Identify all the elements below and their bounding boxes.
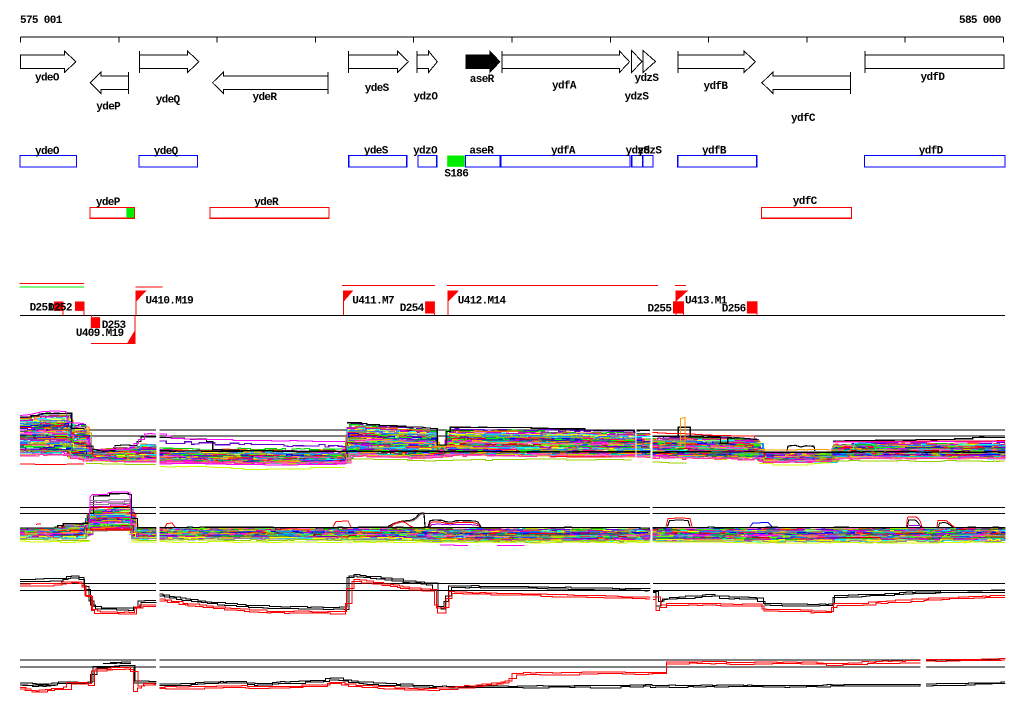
svg-text:D256: D256 — [722, 304, 746, 316]
svg-text:ydeR: ydeR — [253, 92, 278, 104]
svg-text:ydeQ: ydeQ — [154, 146, 179, 158]
svg-text:ydeP: ydeP — [96, 102, 121, 114]
svg-text:ydeS: ydeS — [364, 146, 389, 158]
svg-text:ydeQ: ydeQ — [156, 95, 181, 107]
svg-text:ydfD: ydfD — [921, 72, 946, 84]
svg-text:ydzO: ydzO — [414, 92, 439, 104]
svg-text:D251: D251 — [30, 303, 55, 315]
svg-text:D252: D252 — [48, 303, 72, 315]
svg-text:aseR: aseR — [469, 146, 494, 158]
svg-text:ydzS: ydzS — [625, 92, 650, 104]
svg-text:U413.M1: U413.M1 — [685, 296, 728, 308]
svg-text:ydfB: ydfB — [704, 81, 729, 93]
svg-text:ydeO: ydeO — [35, 146, 60, 158]
svg-text:ydeS: ydeS — [365, 83, 390, 95]
svg-text:D253: D253 — [102, 320, 127, 332]
svg-text:aseR: aseR — [470, 74, 495, 86]
svg-text:575 001: 575 001 — [20, 15, 63, 27]
svg-text:U409.M19: U409.M19 — [76, 328, 124, 340]
svg-text:ydzS: ydzS — [635, 73, 660, 85]
svg-text:ydeP: ydeP — [96, 197, 121, 209]
svg-text:D255: D255 — [648, 304, 673, 316]
svg-text:ydzS: ydzS — [626, 146, 651, 158]
svg-text:585 000: 585 000 — [959, 15, 1001, 27]
svg-text:ydfC: ydfC — [793, 196, 818, 208]
svg-text:ydeR: ydeR — [254, 197, 279, 209]
svg-text:U410.M19: U410.M19 — [146, 296, 194, 308]
svg-text:U411.M7: U411.M7 — [352, 296, 394, 308]
svg-text:U412.M14: U412.M14 — [458, 296, 507, 308]
svg-text:ydzO: ydzO — [413, 146, 438, 158]
svg-text:ydzS: ydzS — [638, 146, 663, 158]
svg-text:S186: S186 — [444, 169, 468, 181]
svg-text:ydfA: ydfA — [551, 146, 576, 158]
svg-text:ydfA: ydfA — [552, 81, 577, 93]
svg-text:ydeO: ydeO — [35, 73, 60, 85]
svg-text:D254: D254 — [400, 303, 425, 315]
svg-text:ydfC: ydfC — [791, 113, 816, 125]
svg-text:ydfB: ydfB — [702, 146, 727, 158]
svg-text:ydfD: ydfD — [919, 146, 944, 158]
